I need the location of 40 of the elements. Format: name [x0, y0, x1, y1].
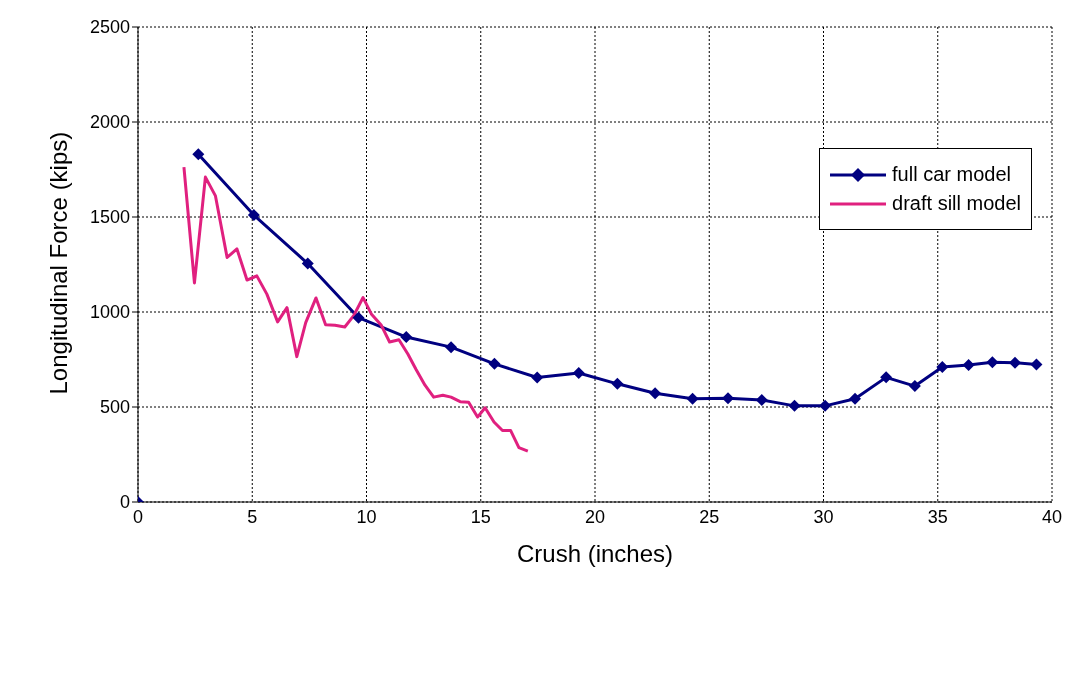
point — [819, 399, 832, 412]
y-tick-label: 2500 — [89, 17, 130, 38]
x-tick-label: 35 — [927, 506, 948, 527]
line-series — [182, 165, 530, 453]
x-tick-label: 25 — [699, 506, 720, 527]
y-axis-title: Longitudinal Force (kips) — [44, 131, 72, 395]
x-tick-label: 0 — [132, 506, 144, 527]
point — [908, 380, 921, 393]
point — [611, 377, 624, 390]
y-tick-label: 1500 — [89, 207, 130, 228]
x-tick-label: 5 — [247, 506, 258, 527]
point — [445, 341, 458, 354]
point — [247, 209, 260, 222]
point — [301, 257, 314, 270]
point — [400, 331, 413, 344]
point — [488, 357, 501, 370]
point — [352, 311, 365, 324]
point — [649, 387, 662, 400]
point — [962, 359, 975, 372]
point — [192, 148, 205, 161]
point — [936, 360, 949, 373]
y-tick-label: 0 — [119, 492, 130, 513]
point — [531, 371, 544, 384]
y-tick-label: 2000 — [89, 112, 130, 133]
point — [880, 371, 893, 384]
x-tick-label: 10 — [356, 506, 377, 527]
x-tick-label: 40 — [1041, 506, 1063, 527]
point — [1030, 358, 1043, 371]
x-tick-label: 20 — [584, 506, 606, 527]
point — [788, 399, 801, 412]
x-tick-label: 30 — [813, 506, 834, 527]
x-tick-label: 15 — [470, 506, 491, 527]
point — [849, 392, 862, 405]
point — [572, 366, 585, 379]
legend-label: draft sill model — [892, 192, 1021, 215]
point — [686, 392, 699, 405]
y-tick-label: 500 — [99, 397, 130, 418]
x-axis-title: Crush (inches) — [516, 540, 674, 567]
y-tick-label: 1000 — [89, 302, 130, 323]
legend-label: full car model — [892, 163, 1011, 186]
